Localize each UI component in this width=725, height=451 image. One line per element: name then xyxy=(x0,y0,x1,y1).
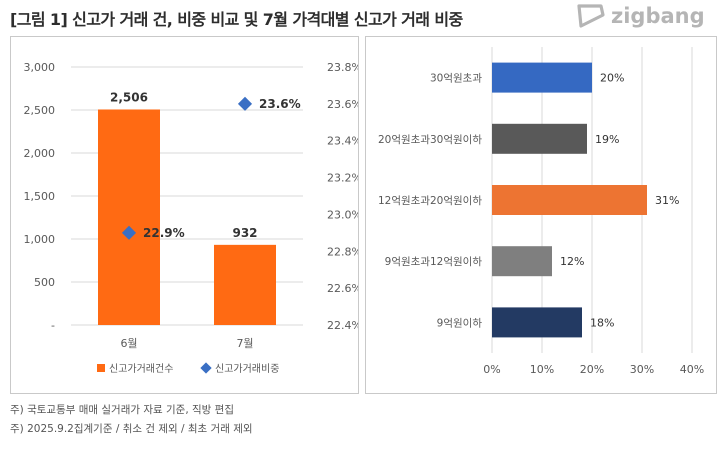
bar-count xyxy=(214,244,276,325)
footnotes: 주) 국토교통부 매매 실거래가 자료 기준, 직방 편집 주) 2025.9.… xyxy=(10,401,253,439)
bar-share xyxy=(492,62,592,93)
point-data-label: 22.9% xyxy=(143,226,185,240)
y2-tick-label: 23.0% xyxy=(327,208,358,221)
category-label: 30억원초과 xyxy=(430,73,482,85)
bar-data-label: 18% xyxy=(590,316,614,329)
footnote-basis: 주) 2025.9.2집계기준 / 취소 건 제외 / 최초 거래 제외 xyxy=(10,423,253,435)
x-tick-label: 30% xyxy=(630,363,654,376)
x-tick-label: 0% xyxy=(483,363,500,376)
y-tick-label: 500 xyxy=(34,276,55,289)
legend-label-share: 신고가거래비중 xyxy=(215,363,279,375)
footnote-source: 주) 국토교통부 매매 실거래가 자료 기준, 직방 편집 xyxy=(10,404,234,416)
bar-share xyxy=(492,185,647,215)
bar-count xyxy=(98,109,160,325)
zigbang-logo: zigbang xyxy=(577,4,705,28)
x-tick-label: 40% xyxy=(680,363,704,376)
y-tick-label: 3,000 xyxy=(24,61,56,74)
y-tick-label: 1,000 xyxy=(24,233,56,246)
y2-tick-label: 23.2% xyxy=(327,172,358,185)
bar-share xyxy=(492,246,552,277)
bar-data-label: 932 xyxy=(232,226,257,240)
left-chart-panel: - 500 1,000 1,500 2,000 2,500 3,000 22.4% 22.6% 2… xyxy=(10,36,362,394)
legend-swatch-count xyxy=(97,364,105,372)
point-data-label: 23.6% xyxy=(259,97,301,111)
zigbang-logo-icon xyxy=(577,4,605,28)
category-label: 12억원초과20억원이하 xyxy=(378,194,482,207)
horizontal-bar-chart: 0% 10% 20% 30% 40% 20% 30억원초과 19% 20억원초과30억원이하 31… xyxy=(378,47,704,376)
bar-share xyxy=(492,123,587,154)
y-tick-label: 1,500 xyxy=(24,190,56,203)
y-tick-label: 2,000 xyxy=(24,147,56,160)
y-tick-label: - xyxy=(51,319,55,332)
x-tick-label: 7월 xyxy=(236,337,253,350)
category-label: 20억원초과30억원이하 xyxy=(378,133,482,146)
combo-chart: - 500 1,000 1,500 2,000 2,500 3,000 22.4% 22.6% 2… xyxy=(24,61,362,375)
bar-data-label: 19% xyxy=(595,133,619,146)
bar-data-label: 2,506 xyxy=(110,90,148,104)
legend-swatch-share xyxy=(200,362,212,374)
y2-tick-label: 22.6% xyxy=(327,282,358,295)
y2-tick-label: 23.4% xyxy=(327,135,358,148)
page-title: [그림 1] 신고가 거래 건, 비중 비교 및 7월 가격대별 신고가 거래 … xyxy=(10,10,463,29)
y2-tick-label: 22.4% xyxy=(327,319,358,332)
y2-tick-label: 22.8% xyxy=(327,245,358,258)
share-point xyxy=(237,96,253,111)
x-tick-label: 10% xyxy=(530,363,554,376)
bar-data-label: 12% xyxy=(560,255,584,268)
bar-data-label: 20% xyxy=(600,72,624,85)
legend-label-count: 신고가거래건수 xyxy=(109,363,173,375)
category-label: 9억원이하 xyxy=(437,316,483,329)
y2-tick-label: 23.8% xyxy=(327,61,358,74)
bar-share xyxy=(492,307,582,338)
y-tick-label: 2,500 xyxy=(24,104,56,117)
bar-data-label: 31% xyxy=(655,194,679,207)
category-label: 9억원초과12억원이하 xyxy=(385,255,483,268)
y2-tick-label: 23.6% xyxy=(327,98,358,111)
x-tick-label: 6월 xyxy=(120,337,137,350)
x-tick-label: 20% xyxy=(580,363,604,376)
zigbang-logo-wordmark: zigbang xyxy=(611,4,705,28)
right-chart-panel: 0% 10% 20% 30% 40% 20% 30억원초과 19% 20억원초과30억원이하 31… xyxy=(365,36,717,394)
